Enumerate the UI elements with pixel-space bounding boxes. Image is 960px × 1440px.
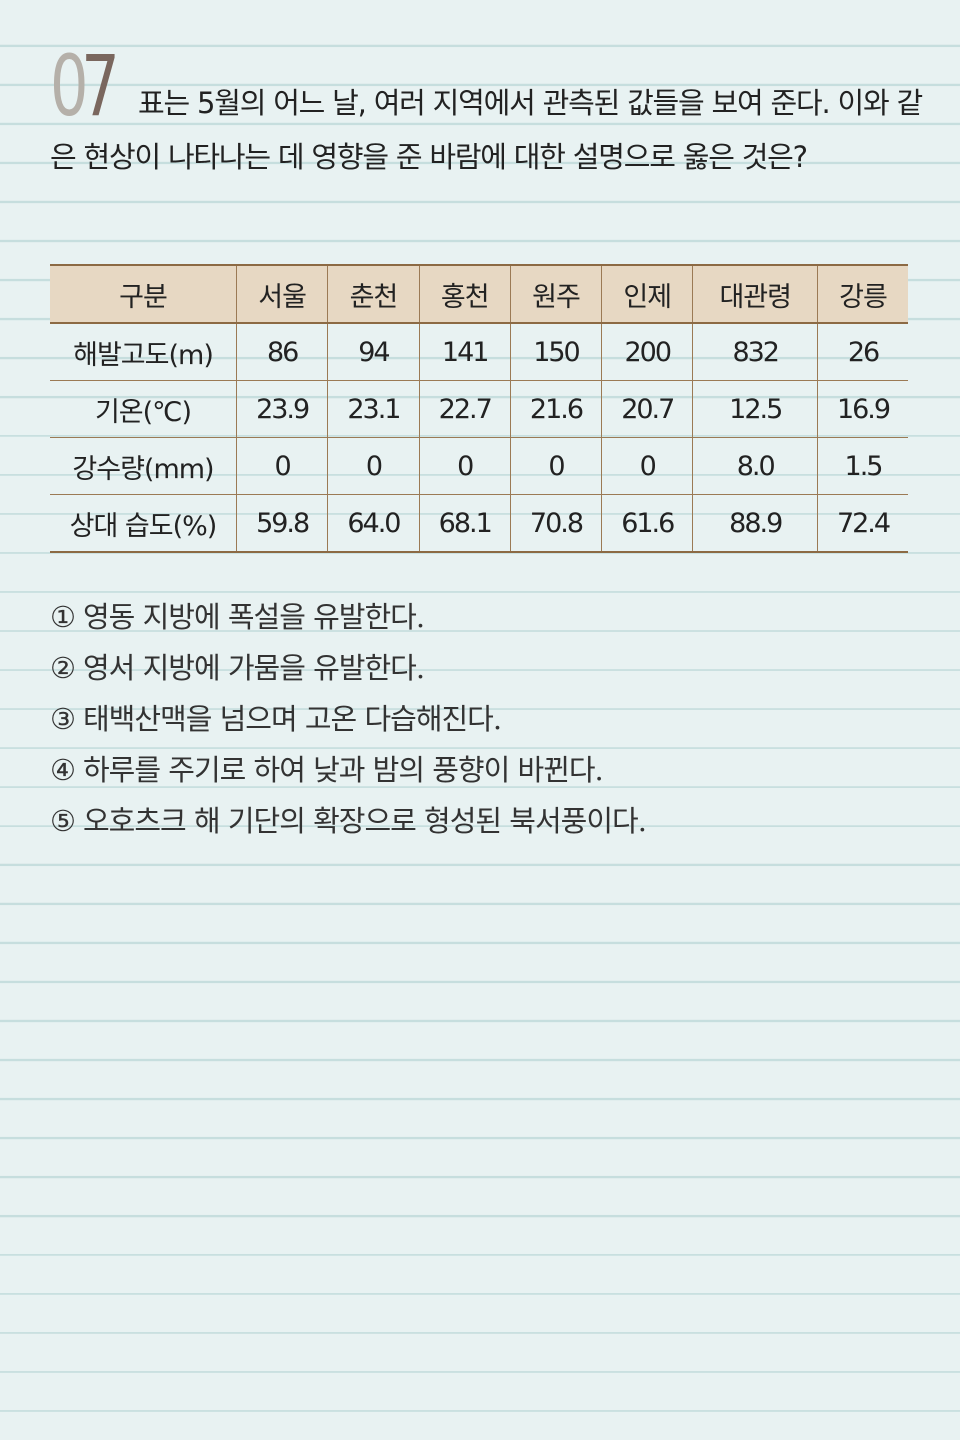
choice-mark: ⑤ bbox=[50, 804, 76, 838]
table-cell: 94 bbox=[327, 322, 420, 381]
table-cell: 0 bbox=[327, 437, 420, 495]
table-cell: 86 bbox=[235, 322, 328, 381]
table-header-row: 구분 서울 춘천 홍천 원주 인제 대관령 강릉 bbox=[50, 264, 908, 324]
table-cell: 16.9 bbox=[817, 380, 908, 438]
question-block: 07 표는 5월의 어느 날, 여러 지역에서 관측된 값들을 보여 준다. 이… bbox=[50, 44, 930, 184]
table-cell: 1.5 bbox=[817, 437, 908, 495]
row-label: 기온(℃) bbox=[50, 380, 237, 438]
table-cell: 88.9 bbox=[692, 494, 818, 553]
table-row-temperature: 기온(℃) 23.9 23.1 22.7 21.6 20.7 12.5 16.9 bbox=[50, 380, 908, 438]
answer-choice-1[interactable]: ① 영동 지방에 폭설을 유발한다. bbox=[50, 592, 646, 643]
header-cell-seoul: 서울 bbox=[235, 264, 328, 324]
table-cell: 21.6 bbox=[509, 380, 602, 438]
choice-mark: ① bbox=[50, 600, 76, 634]
table-cell: 59.8 bbox=[235, 494, 328, 553]
row-label: 해발고도(m) bbox=[50, 322, 237, 381]
choice-text: 오호츠크 해 기단의 확장으로 형성된 북서풍이다. bbox=[83, 804, 647, 838]
table-cell: 12.5 bbox=[692, 380, 818, 438]
question-text: 표는 5월의 어느 날, 여러 지역에서 관측된 값들을 보여 준다. 이와 같… bbox=[50, 86, 923, 174]
answer-choice-5[interactable]: ⑤ 오호츠크 해 기단의 확장으로 형성된 북서풍이다. bbox=[50, 796, 647, 847]
table-cell: 23.1 bbox=[327, 380, 420, 438]
table-row-humidity: 상대 습도(%) 59.8 64.0 68.1 70.8 61.6 88.9 7… bbox=[50, 494, 908, 553]
choice-text: 영동 지방에 폭설을 유발한다. bbox=[83, 600, 425, 634]
table-cell: 61.6 bbox=[601, 494, 693, 553]
table-cell: 141 bbox=[418, 322, 511, 381]
header-cell-category: 구분 bbox=[50, 264, 237, 324]
table-cell: 832 bbox=[692, 322, 818, 381]
choice-mark: ③ bbox=[50, 702, 76, 736]
row-label: 강수량(mm) bbox=[50, 437, 237, 495]
answer-choice-2[interactable]: ② 영서 지방에 가뭄을 유발한다. bbox=[50, 643, 646, 694]
header-cell-chuncheon: 춘천 bbox=[327, 264, 420, 324]
table-cell: 8.0 bbox=[692, 437, 818, 495]
table-cell: 22.7 bbox=[418, 380, 511, 438]
question-number-digit-7: 7 bbox=[81, 37, 120, 135]
header-cell-hongcheon: 홍천 bbox=[418, 264, 511, 324]
table-cell: 0 bbox=[601, 437, 693, 495]
table-cell: 70.8 bbox=[509, 494, 602, 553]
choice-mark: ④ bbox=[50, 753, 76, 787]
table-cell: 20.7 bbox=[601, 380, 693, 438]
header-cell-daegwallyeong: 대관령 bbox=[692, 264, 818, 324]
table-cell: 72.4 bbox=[817, 494, 908, 553]
table-row-elevation: 해발고도(m) 86 94 141 150 200 832 26 bbox=[50, 322, 908, 381]
choice-text: 태백산맥을 넘으며 고온 다습해진다. bbox=[83, 702, 502, 736]
answer-choice-3[interactable]: ③ 태백산맥을 넘으며 고온 다습해진다. bbox=[50, 694, 646, 745]
table-cell: 0 bbox=[418, 437, 511, 495]
header-cell-inje: 인제 bbox=[601, 264, 693, 324]
choice-text: 하루를 주기로 하여 낮과 밤의 풍향이 바뀐다. bbox=[83, 753, 604, 787]
question-number-digit-0: 0 bbox=[50, 37, 89, 135]
table-cell: 0 bbox=[235, 437, 328, 495]
choice-text: 영서 지방에 가뭄을 유발한다. bbox=[83, 651, 425, 685]
question-number: 07 bbox=[50, 44, 120, 128]
header-cell-gangneung: 강릉 bbox=[817, 264, 908, 324]
table-cell: 64.0 bbox=[327, 494, 420, 553]
answer-choice-4[interactable]: ④ 하루를 주기로 하여 낮과 밤의 풍향이 바뀐다. bbox=[50, 745, 646, 796]
answer-choices: ① 영동 지방에 폭설을 유발한다. ② 영서 지방에 가뭄을 유발한다. ③ 태백산… bbox=[50, 592, 647, 847]
table-row-precipitation: 강수량(mm) 0 0 0 0 0 8.0 1.5 bbox=[50, 437, 908, 495]
table-cell: 23.9 bbox=[235, 380, 328, 438]
table-cell: 68.1 bbox=[418, 494, 511, 553]
table-cell: 0 bbox=[509, 437, 602, 495]
observation-table: 구분 서울 춘천 홍천 원주 인제 대관령 강릉 해발고도(m) 86 94 1… bbox=[50, 264, 908, 553]
row-label: 상대 습도(%) bbox=[50, 494, 237, 553]
header-cell-wonju: 원주 bbox=[509, 264, 602, 324]
table-cell: 26 bbox=[817, 322, 908, 381]
table-cell: 150 bbox=[509, 322, 602, 381]
table-cell: 200 bbox=[601, 322, 693, 381]
choice-mark: ② bbox=[50, 651, 76, 685]
